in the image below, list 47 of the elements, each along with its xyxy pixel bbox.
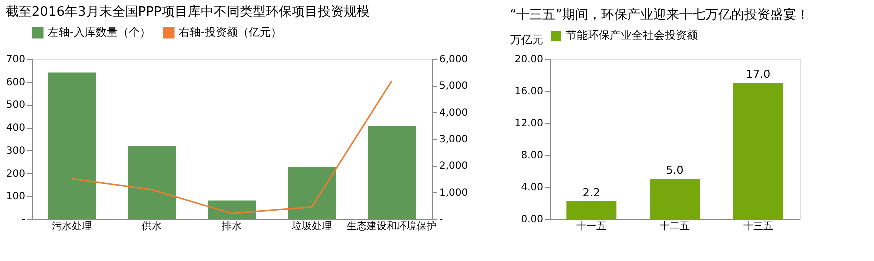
y2-tick-label: - — [440, 214, 444, 226]
y-tick-label: 500 — [6, 100, 26, 112]
bar — [48, 72, 96, 219]
bar — [368, 126, 416, 219]
y2-tick-label: 3,000 — [440, 134, 468, 146]
bar — [650, 179, 700, 219]
bar — [208, 200, 256, 219]
x-tick-label: 供水 — [142, 220, 162, 232]
x-tick-label: 十一五 — [576, 220, 607, 232]
legend-label: 节能环保产业全社会投资额 — [566, 29, 698, 42]
y-tick-label: 400 — [6, 123, 26, 134]
y2-tick-label: 6,000 — [440, 54, 468, 66]
y2-tick-label: 1,000 — [440, 188, 468, 199]
y2-tick-label: 5,000 — [440, 81, 468, 92]
bar — [128, 146, 176, 219]
y2-tick-label: 4,000 — [440, 108, 468, 119]
data-label: 2.2 — [582, 186, 600, 200]
y-tick-label: 12.00 — [514, 118, 544, 130]
x-tick-label: 垃圾处理 — [291, 220, 332, 232]
x-tick-label: 十二五 — [660, 220, 690, 232]
data-label: 17.0 — [746, 68, 771, 81]
x-tick-label: 十三五 — [743, 220, 774, 232]
y-tick-label: 300 — [6, 146, 26, 157]
legend-label: 右轴-投资额（亿元） — [179, 26, 282, 39]
y-tick-label: 0.00 — [521, 214, 544, 226]
y-tick-label: 200 — [6, 168, 26, 180]
line-series — [71, 80, 393, 214]
x-tick-label: 排水 — [222, 220, 242, 232]
y-tick-label: 600 — [6, 77, 26, 88]
chart-title: “十三五”期间，环保产业迎来十七万亿的投资盛宴！ — [510, 7, 810, 23]
bar — [288, 167, 336, 219]
y-axis-title: 万亿元 — [510, 34, 544, 46]
data-label: 5.0 — [666, 164, 684, 177]
bar — [733, 83, 784, 219]
bar — [566, 201, 617, 219]
y-tick-label: 20.00 — [514, 54, 544, 66]
legend-label: 左轴-入库数量（个） — [48, 26, 151, 39]
y-tick-label: 100 — [6, 192, 26, 203]
y2-tick-label: 2,000 — [440, 161, 468, 172]
chart-title: 截至2016年3月末全国PPP项目库中不同类型环保项目投资规模 — [6, 5, 370, 20]
y-tick-label: 4.00 — [521, 182, 544, 194]
x-tick-label: 污水处理 — [52, 220, 92, 232]
y-tick-label: - — [22, 214, 26, 226]
y-tick-label: 700 — [6, 54, 26, 66]
y-tick-label: 16.00 — [514, 86, 544, 98]
x-tick-label: 生态建设和环境保护 — [347, 220, 437, 232]
y-tick-label: 8.00 — [521, 150, 544, 162]
